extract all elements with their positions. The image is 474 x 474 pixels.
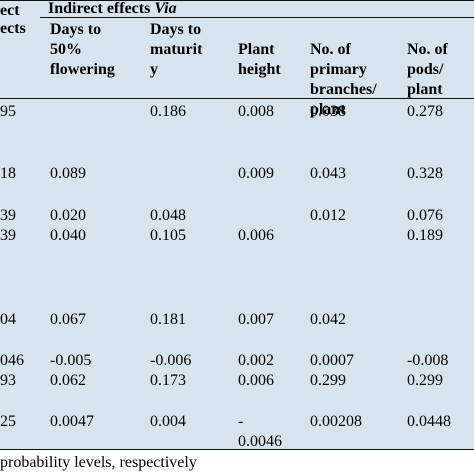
cell-value: 0.299 [310,372,346,389]
cell-value: 0.012 [310,207,346,224]
cell-value: 0.038 [310,103,346,120]
cell-value: 0.299 [407,372,443,389]
col-header-primary-branches-2: primary [310,61,367,78]
col-header-pods-plant-3: plant [407,81,443,98]
cell-value: 0.0448 [407,413,451,430]
cell-value: 0.0046 [238,433,282,450]
cell-value: 0.048 [150,207,186,224]
cell-direct: 04 [0,311,16,328]
cell-value: 0.0047 [50,413,94,430]
col-header-days-flowering-3: flowering [50,61,115,78]
cell-value: 0.328 [407,165,443,182]
cell-value: 0.186 [150,103,186,120]
cell-value: 0.043 [310,165,346,182]
cell-value: 0.042 [310,311,346,328]
cell-direct: 39 [0,207,16,224]
cell-value: -0.005 [50,352,92,369]
cell-value: 0.006 [238,227,274,244]
cell-value: 0.006 [238,372,274,389]
cell-direct: 95 [0,103,16,120]
cell-value: 0.076 [407,207,443,224]
cell-value: 0.004 [150,413,186,430]
col-header-primary-branches-3: branches/ [310,81,377,98]
cell-value: 0.189 [407,227,443,244]
cell-value: 0.173 [150,372,186,389]
cell-value: 0.089 [50,165,86,182]
cell-value: 0.007 [238,311,274,328]
cell-value: 0.105 [150,227,186,244]
cell-value: -0.006 [150,352,192,369]
table-panel [0,0,474,450]
header-rule [0,98,474,99]
cell-value: 0.020 [50,207,86,224]
cell-value: 0.00208 [310,413,362,430]
group-rule [40,17,474,18]
cell-value: 0.009 [238,165,274,182]
col-header-days-maturity-3: y [150,61,158,78]
header-direct-line1: ect [0,2,20,19]
col-header-pods-plant-1: No. of [407,41,448,58]
col-header-plant-height-1: Plant [238,41,275,58]
cell-value: 0.062 [50,372,86,389]
header-direct-line2: ects [0,20,26,37]
table-footnote: probability levels, respectively [0,454,197,471]
col-header-primary-branches-1: No. of [310,41,351,58]
col-header-days-flowering-2: 50% [50,41,82,58]
cell-value: 0.278 [407,103,443,120]
col-header-pods-plant-2: pods/ [407,61,444,78]
cell-value: 0.181 [150,311,186,328]
cell-value: 0.0007 [310,352,354,369]
cell-value: -0.008 [407,352,449,369]
col-header-primary-branches-4: plant [310,101,346,118]
cell-value: 0.002 [238,352,274,369]
cell-direct: 25 [0,413,16,430]
col-header-days-flowering-1: Days to [50,21,102,38]
cell-value: 0.040 [50,227,86,244]
bottom-rule [0,449,474,450]
cell-value: 0.008 [238,103,274,120]
cell-value: 0.067 [50,311,86,328]
col-header-days-maturity-2: maturit [150,41,203,58]
col-header-plant-height-2: height [238,61,281,78]
group-title: Indirect effects Via [48,0,177,17]
cell-direct: 39 [0,227,16,244]
col-header-days-maturity-1: Days to [150,21,202,38]
top-rule [0,0,474,1]
cell-direct: 93 [0,372,16,389]
cell-direct: 18 [0,165,16,182]
cell-direct: 046 [0,352,24,369]
cell-value: - [238,413,244,430]
